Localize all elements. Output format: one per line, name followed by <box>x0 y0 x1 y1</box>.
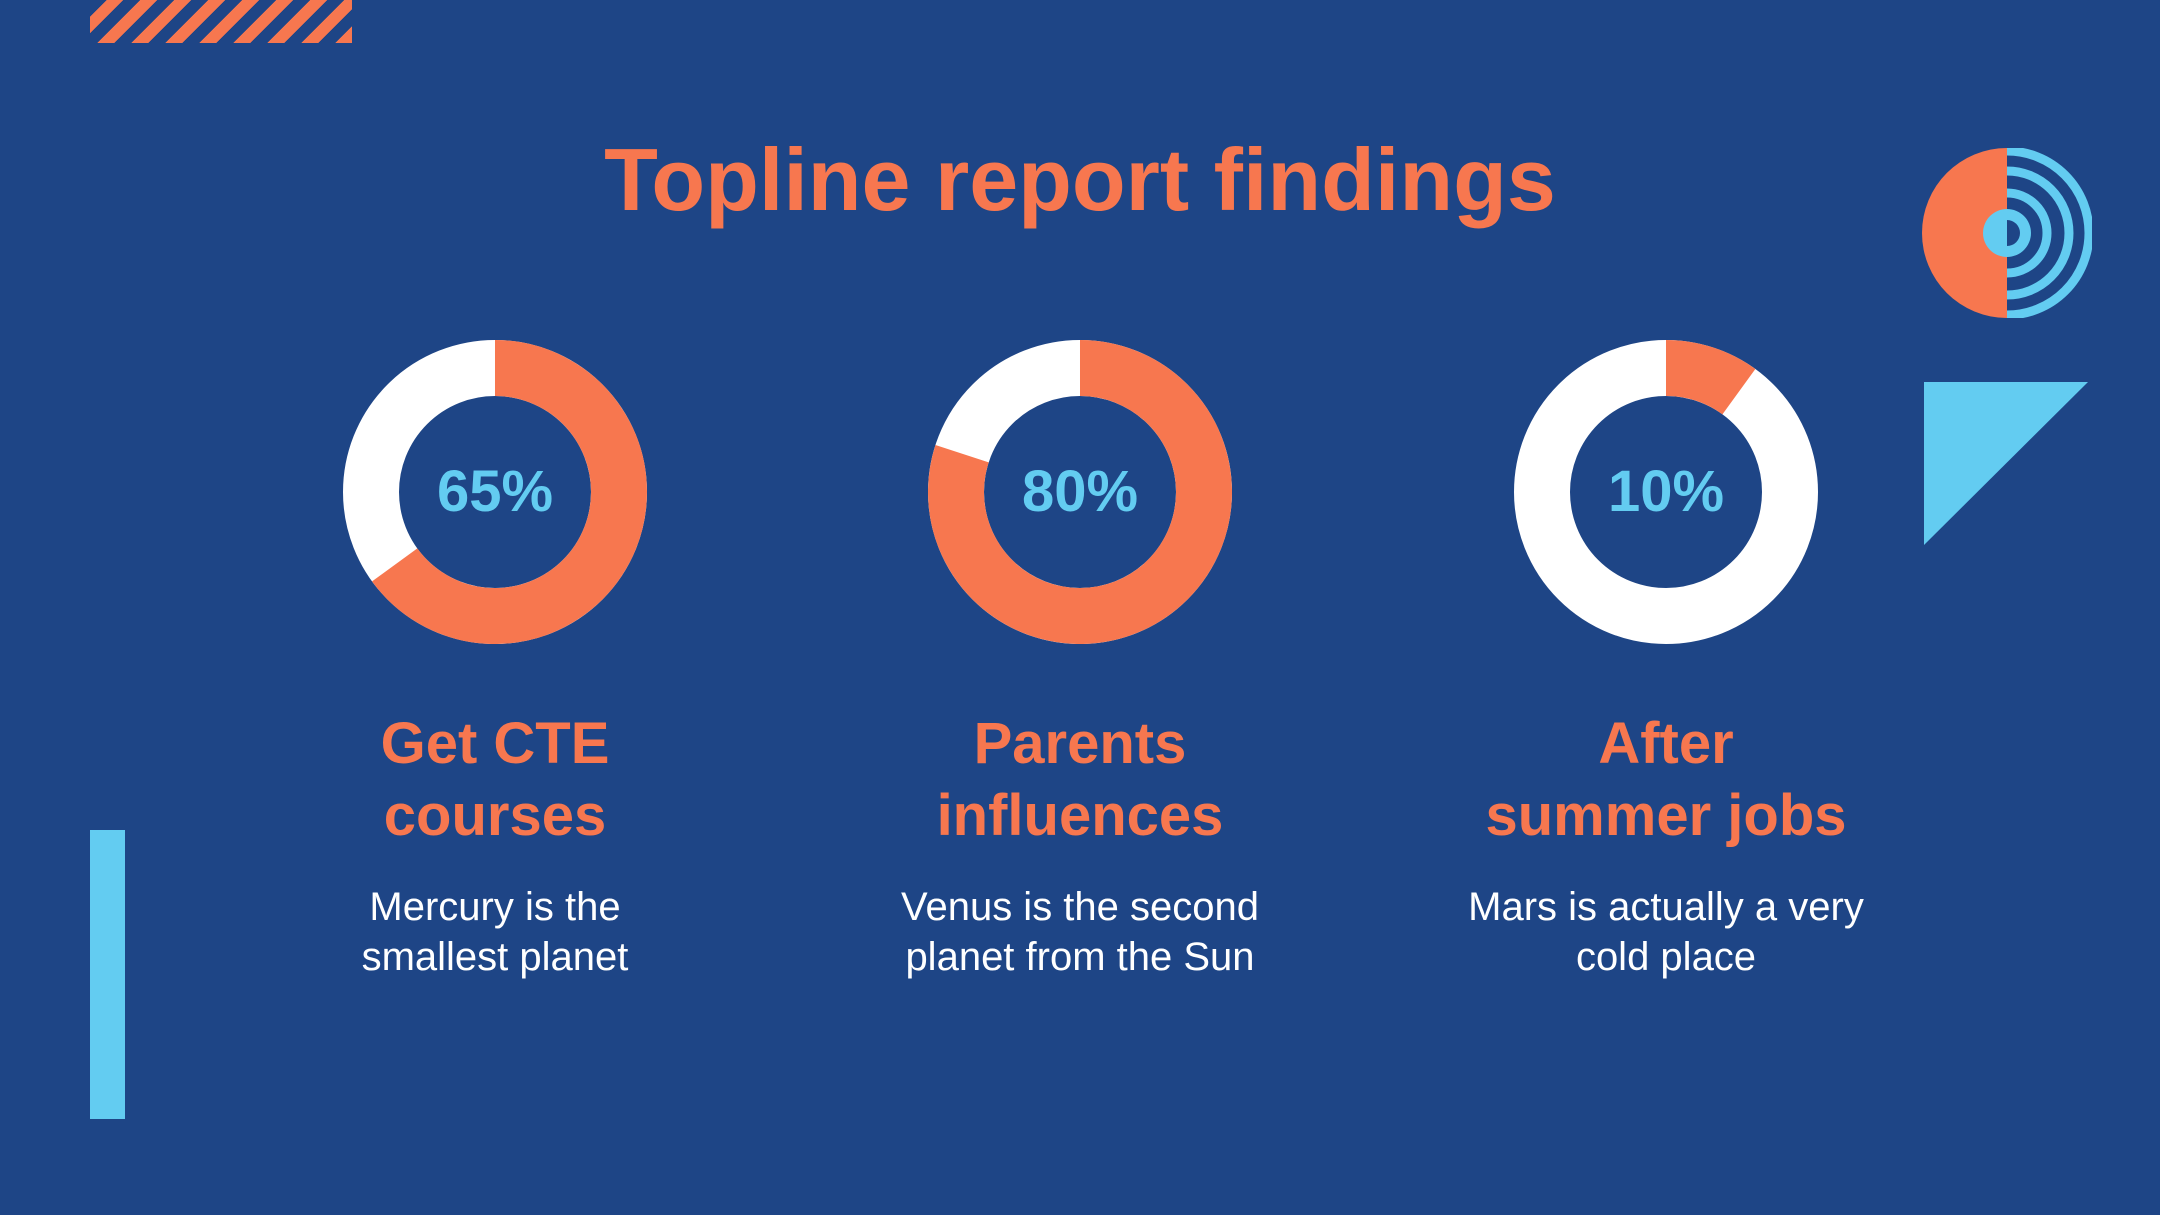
triangle-decoration <box>1924 382 2088 545</box>
finding-description: Venus is the second planet from the Sun <box>800 882 1360 982</box>
finding-description: Mars is actually a very cold place <box>1386 882 1946 982</box>
finding-heading: Parents influences <box>800 708 1360 852</box>
finding-description-line: planet from the Sun <box>905 935 1255 979</box>
finding-heading-line: Get CTE <box>380 711 610 776</box>
vertical-bar-decoration <box>90 830 125 1119</box>
donut-value-arc <box>1665 340 1756 415</box>
donut-chart <box>1514 340 1818 644</box>
finding-description-line: Venus is the second <box>900 885 1260 929</box>
donut-chart <box>343 340 647 644</box>
finding-description-line: Mercury is the <box>369 885 621 929</box>
donut-value-arc <box>372 340 647 644</box>
finding-heading-line: summer jobs <box>1485 783 1847 848</box>
finding-description: Mercury is the smallest planet <box>215 882 775 982</box>
finding-heading-line: influences <box>936 783 1224 848</box>
finding-heading: After summer jobs <box>1386 708 1946 852</box>
center-dot-cutout <box>2007 220 2020 246</box>
arc-ring-outer <box>2006 148 2092 318</box>
donut-value-arc <box>928 340 1232 644</box>
finding-heading-line: courses <box>383 783 607 848</box>
donut-chart <box>928 340 1232 644</box>
half-circle-shape <box>1922 148 2007 318</box>
concentric-circle-decoration <box>1922 148 2092 318</box>
finding-description-line: smallest planet <box>361 935 629 979</box>
arc-ring-inner <box>2006 188 2052 278</box>
slide-title: Topline report findings <box>604 130 1556 229</box>
arc-ring-middle <box>2006 166 2074 300</box>
donut-percentage-label: 65% <box>436 459 554 524</box>
finding-heading: Get CTE courses <box>215 708 775 852</box>
finding-heading-line: Parents <box>973 711 1187 776</box>
finding-description-line: cold place <box>1575 935 1757 979</box>
donut-percentage-label: 10% <box>1607 459 1725 524</box>
diagonal-stripes-decoration <box>90 0 352 43</box>
donut-percentage-label: 80% <box>1021 459 1139 524</box>
finding-description-line: Mars is actually a very <box>1468 885 1864 929</box>
finding-heading-line: After <box>1598 711 1734 776</box>
